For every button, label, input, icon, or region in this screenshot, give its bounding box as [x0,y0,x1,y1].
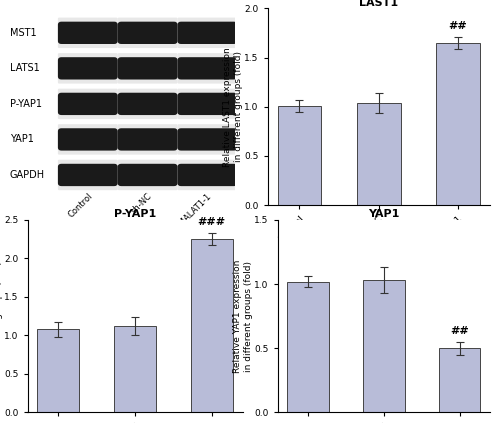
FancyBboxPatch shape [118,160,178,190]
FancyBboxPatch shape [178,93,238,115]
Title: YAP1: YAP1 [368,209,400,219]
Bar [278,106,321,205]
Text: ###: ### [198,217,226,227]
Bar [287,282,329,412]
FancyBboxPatch shape [118,18,178,48]
Text: sh-MALAT1-1: sh-MALAT1-1 [169,191,214,236]
Text: sh-NC: sh-NC [130,191,154,215]
FancyBboxPatch shape [118,93,178,115]
FancyBboxPatch shape [178,18,238,48]
FancyBboxPatch shape [58,128,118,151]
FancyBboxPatch shape [58,164,118,186]
Bar [357,103,401,205]
FancyBboxPatch shape [58,124,118,155]
Text: P-YAP1: P-YAP1 [10,99,42,109]
Bar [438,348,480,412]
Text: ##: ## [450,326,469,336]
Bar [38,329,80,412]
FancyBboxPatch shape [178,53,238,84]
FancyBboxPatch shape [178,22,238,44]
Text: MST1: MST1 [10,28,36,38]
FancyBboxPatch shape [118,124,178,155]
FancyBboxPatch shape [118,57,178,80]
Text: GAPDH: GAPDH [10,170,44,180]
Title: P-YAP1: P-YAP1 [114,209,156,219]
FancyBboxPatch shape [178,89,238,119]
Text: Control: Control [66,191,94,219]
Title: LAST1: LAST1 [359,0,399,8]
FancyBboxPatch shape [58,22,118,44]
FancyBboxPatch shape [118,89,178,119]
Bar [114,326,156,412]
Text: LATS1: LATS1 [10,63,40,73]
FancyBboxPatch shape [118,164,178,186]
Text: ##: ## [448,21,468,31]
Y-axis label: Relative P-YAP1 expression
in different groups (fold): Relative P-YAP1 expression in different … [0,256,2,376]
Bar [363,280,405,412]
Y-axis label: Relative LAST1 expression
in different groups (fold): Relative LAST1 expression in different g… [222,47,242,167]
FancyBboxPatch shape [178,128,238,151]
FancyBboxPatch shape [58,53,118,84]
Text: YAP1: YAP1 [10,135,34,144]
FancyBboxPatch shape [178,124,238,155]
FancyBboxPatch shape [58,89,118,119]
FancyBboxPatch shape [58,57,118,80]
FancyBboxPatch shape [58,18,118,48]
FancyBboxPatch shape [118,53,178,84]
FancyBboxPatch shape [118,128,178,151]
FancyBboxPatch shape [58,160,118,190]
Bar [436,43,480,205]
FancyBboxPatch shape [118,22,178,44]
FancyBboxPatch shape [178,57,238,80]
FancyBboxPatch shape [178,160,238,190]
Y-axis label: Relative YAP1 expression
in different groups (fold): Relative YAP1 expression in different gr… [232,259,252,373]
FancyBboxPatch shape [58,93,118,115]
FancyBboxPatch shape [178,164,238,186]
Bar [190,239,232,412]
